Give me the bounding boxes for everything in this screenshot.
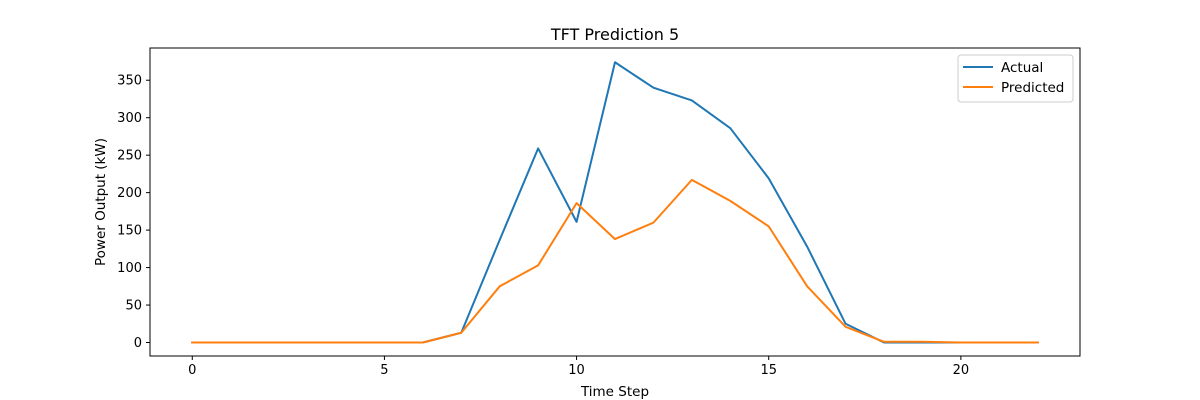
x-tick-label: 10: [568, 363, 585, 378]
chart-title: TFT Prediction 5: [550, 25, 679, 44]
y-tick-label: 350: [117, 74, 142, 89]
y-tick-label: 200: [117, 186, 142, 201]
series-line-predicted: [191, 178, 1039, 344]
y-axis-label: Power Output (kW): [93, 138, 109, 266]
series-layer: [191, 61, 1039, 344]
legend-label-predicted: Predicted: [1001, 80, 1064, 96]
x-tick-label: 15: [760, 363, 777, 378]
y-tick-label: 50: [125, 299, 142, 314]
y-tick-label: 0: [134, 336, 142, 351]
x-tick-label: 5: [380, 363, 388, 378]
x-axis-label: Time Step: [580, 384, 649, 400]
x-tick-label: 0: [188, 363, 196, 378]
y-tick-label: 100: [117, 261, 142, 276]
legend-label-actual: Actual: [1001, 60, 1043, 76]
x-tick-label: 20: [953, 363, 970, 378]
y-tick-label: 250: [117, 149, 142, 164]
legend: Actual Predicted: [957, 54, 1074, 103]
y-tick-label: 150: [117, 224, 142, 239]
y-axis-ticks: 0 50 100 150 200 250 300 350: [117, 74, 150, 351]
plot-frame: [149, 47, 1081, 357]
x-axis-ticks: 0 5 10 15 20: [188, 356, 969, 378]
y-tick-label: 300: [117, 111, 142, 126]
